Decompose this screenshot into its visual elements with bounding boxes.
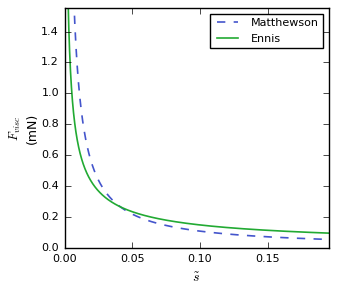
- Matthewson: [271, 235, 275, 239]
- Matthewson: [319, 237, 323, 241]
- Legend: Matthewson, Ennis: Matthewson, Ennis: [210, 14, 323, 48]
- Ennis: [319, 231, 323, 235]
- Y-axis label: $F_{visc}$
(mN): $F_{visc}$ (mN): [8, 113, 38, 144]
- Line: Ennis: Ennis: [66, 0, 329, 233]
- Matthewson: [319, 237, 323, 241]
- Ennis: [192, 222, 196, 226]
- Ennis: [271, 229, 275, 232]
- Matthewson: [77, 90, 81, 94]
- Matthewson: [185, 228, 189, 231]
- Line: Matthewson: Matthewson: [66, 0, 329, 239]
- Ennis: [185, 222, 189, 225]
- Matthewson: [327, 238, 331, 241]
- Ennis: [327, 231, 331, 235]
- Ennis: [77, 148, 81, 152]
- X-axis label: $\tilde{s}$: $\tilde{s}$: [192, 271, 201, 285]
- Ennis: [319, 231, 323, 235]
- Matthewson: [192, 229, 196, 232]
